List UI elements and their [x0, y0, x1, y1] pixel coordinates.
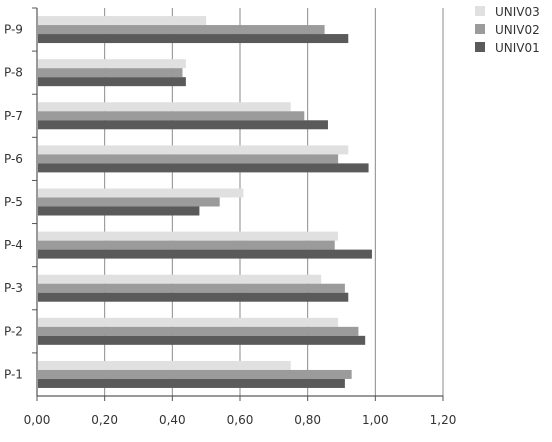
- bar-univ01-p-1: [38, 378, 345, 388]
- bar-univ01-p-8: [38, 77, 186, 87]
- bar-univ02-p-4: [38, 240, 335, 250]
- legend-label-univ01: UNIV01: [495, 41, 540, 55]
- legend-swatch-univ02: [475, 24, 485, 34]
- bar-univ01-p-4: [38, 249, 372, 259]
- bar-univ02-p-7: [38, 111, 305, 121]
- x-tick-label: 0,80: [294, 413, 321, 427]
- y-tick-label: P-5: [4, 195, 23, 209]
- bar-univ03-p-3: [38, 274, 322, 284]
- bar-univ01-p-9: [38, 34, 349, 44]
- y-tick-label: P-4: [4, 238, 23, 252]
- bar-univ01-p-5: [38, 206, 200, 216]
- bar-univ01-p-3: [38, 292, 349, 302]
- x-tick-label: 0,40: [159, 413, 186, 427]
- bar-univ01-p-6: [38, 163, 369, 173]
- bar-univ02-p-1: [38, 369, 352, 379]
- x-tick-labels: 0,00 0,20 0,40 0,60 0,80 1,00 1,20: [24, 396, 457, 427]
- bar-univ03-p-6: [38, 145, 349, 155]
- bar-univ03-p-1: [38, 360, 291, 370]
- legend-label-univ02: UNIV02: [495, 23, 540, 37]
- bar-univ01-p-2: [38, 335, 366, 345]
- bar-univ02-p-2: [38, 326, 359, 336]
- legend: UNIV03 UNIV02 UNIV01: [475, 5, 540, 55]
- bar-univ03-p-7: [38, 102, 291, 112]
- x-tick-label: 0,00: [24, 413, 51, 427]
- y-tick-label: P-7: [4, 109, 23, 123]
- bar-univ02-p-5: [38, 197, 220, 207]
- y-tick-label: P-8: [4, 66, 23, 80]
- bar-univ03-p-9: [38, 16, 207, 26]
- bar-univ01-p-7: [38, 120, 328, 130]
- bar-univ03-p-8: [38, 59, 186, 69]
- y-tick-label: P-6: [4, 152, 23, 166]
- y-tick-label: P-3: [4, 281, 23, 295]
- bars: [38, 16, 372, 388]
- x-tick-label: 0,60: [227, 413, 254, 427]
- y-tick-label: P-2: [4, 324, 23, 338]
- bar-univ02-p-3: [38, 283, 345, 293]
- bar-univ03-p-5: [38, 188, 244, 198]
- bar-univ02-p-9: [38, 25, 325, 35]
- bar-univ03-p-2: [38, 317, 339, 327]
- bar-univ03-p-4: [38, 231, 339, 241]
- bar-univ02-p-6: [38, 154, 339, 164]
- x-tick-label: 0,20: [91, 413, 118, 427]
- y-tick-label: P-1: [4, 367, 23, 381]
- legend-swatch-univ01: [475, 42, 485, 52]
- legend-swatch-univ03: [475, 6, 485, 16]
- bar-univ02-p-8: [38, 68, 183, 78]
- y-tick-label: P-9: [4, 23, 23, 37]
- x-tick-label: 1,00: [362, 413, 389, 427]
- y-tick-labels: P-1 P-2 P-3 P-4 P-5 P-6 P-7 P-8 P-9: [4, 7, 37, 381]
- x-tick-label: 1,20: [430, 413, 457, 427]
- legend-label-univ03: UNIV03: [495, 5, 540, 19]
